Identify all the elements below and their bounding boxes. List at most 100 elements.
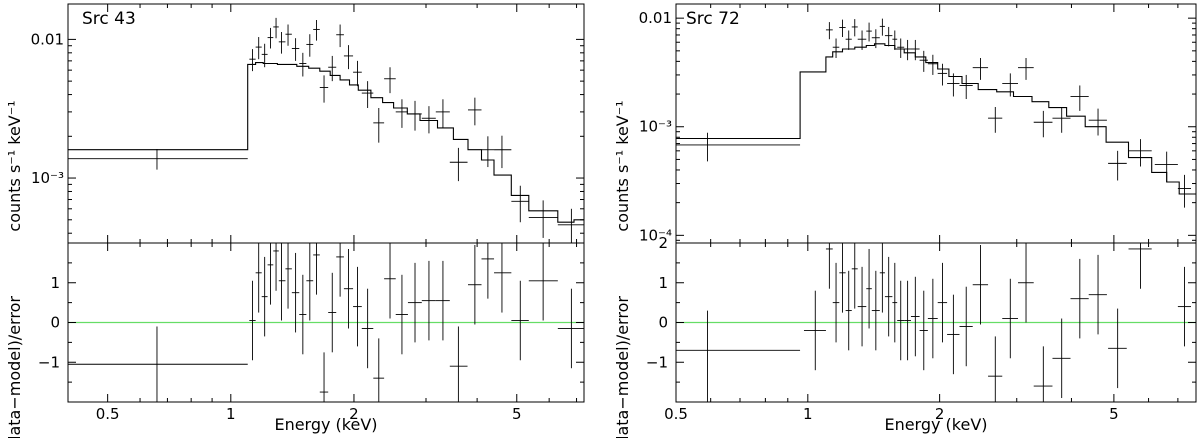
y-tick-label: 10⁻³ [31, 169, 64, 187]
spectrum-point [421, 106, 436, 134]
spectrum-point [1002, 73, 1019, 97]
residual-point [857, 266, 867, 347]
spectrum-point [319, 75, 329, 103]
y-tick-label: 0.01 [639, 9, 672, 27]
residual-point [884, 256, 893, 337]
spectrum-point [1052, 106, 1071, 133]
spectrum-point [919, 50, 928, 72]
spectrum-point [1108, 150, 1127, 181]
spectrum-point [285, 24, 292, 46]
residual-point [937, 262, 948, 343]
residual-point [1088, 254, 1107, 335]
spectrum-point [278, 32, 286, 54]
residual-point [528, 243, 558, 321]
spectrum-point [528, 200, 558, 238]
residual-point [832, 262, 840, 343]
spectrum-point [910, 39, 920, 61]
y-tick-label: 10⁻⁴ [639, 226, 672, 244]
spectrum-point [1177, 174, 1191, 208]
x-tick-label: 2 [935, 405, 945, 423]
spectrum-point [494, 135, 512, 169]
panel-title: Src 72 [686, 9, 740, 29]
spectrum-point [361, 81, 374, 109]
residual-point [68, 326, 248, 402]
x-axis-title: Energy (keV) [274, 415, 377, 434]
residual-point [1033, 346, 1053, 402]
y-tick-label: 0 [658, 314, 668, 332]
residual-point [1052, 318, 1071, 399]
top-plot-frame [675, 3, 1197, 244]
spectrum-point [468, 97, 482, 126]
residual-point [1018, 243, 1034, 323]
residual-point [494, 243, 512, 313]
spectrum-point [927, 54, 938, 75]
panel-src-72: Src 72 Energy (keV) counts s⁻¹ keV⁻¹ (da… [613, 3, 1197, 438]
spectrum-point [884, 26, 893, 47]
panel-src-43: Src 43 Energy (keV) counts s⁻¹ keV⁻¹ (da… [5, 3, 585, 438]
residual-point [919, 290, 928, 371]
spectrum-point [343, 45, 354, 70]
residual-point [328, 272, 337, 353]
spectrum-point [857, 30, 867, 50]
residual-point [557, 288, 584, 369]
spectrum-point [972, 57, 989, 80]
residual-point [839, 243, 846, 313]
x-tick-label: 0.5 [664, 405, 688, 423]
x-tick-label: 1 [226, 405, 236, 423]
top-y-axis-title: counts s⁻¹ keV⁻¹ [5, 100, 24, 231]
spectrum-point [291, 38, 300, 61]
residual-point [803, 290, 826, 371]
residual-point [395, 274, 408, 355]
residual-point [897, 280, 905, 361]
y-tick-label: 0 [50, 314, 60, 332]
residual-point [1070, 258, 1089, 339]
y-tick-label: −1 [38, 353, 60, 371]
residual-point [511, 280, 529, 361]
spectrum-point [871, 29, 880, 49]
top-plot-frame [67, 3, 585, 244]
spectrum-point [353, 60, 362, 87]
spectrum-point [897, 38, 905, 58]
spectrum-point [481, 136, 495, 168]
spectrum-point [449, 147, 468, 182]
spectrum-point [1018, 57, 1034, 80]
spectrum-point [336, 24, 344, 48]
spectrum-point [395, 99, 408, 128]
residual-point [361, 288, 374, 369]
spectrum-point [851, 19, 858, 37]
spectrum-points [676, 18, 1191, 208]
tick-marks [675, 4, 1196, 402]
residual-point [336, 243, 344, 297]
residual-point [373, 338, 385, 402]
y-tick-label: 1 [50, 274, 60, 292]
residual-point [904, 280, 911, 361]
x-tick-label: 0.5 [96, 405, 120, 423]
spectrum-point [313, 19, 320, 41]
residual-point [851, 243, 858, 309]
bottom-y-axis-title: (data−model)/error [5, 296, 24, 438]
spectrum-point [1128, 139, 1152, 167]
spectrum-points [68, 17, 584, 243]
spectrum-point [879, 18, 885, 36]
residual-point [435, 260, 450, 341]
residual-point [267, 243, 274, 305]
spectrum-point [273, 17, 279, 39]
spectrum-point [1033, 110, 1053, 138]
residual-point [825, 243, 833, 289]
spectrum-point [267, 27, 274, 49]
residual-point [845, 270, 852, 351]
y-tick-label: −1 [646, 353, 668, 371]
residual-point [343, 248, 354, 329]
residual-points [676, 243, 1191, 402]
residual-point [313, 243, 320, 295]
spectrum-point [937, 63, 948, 86]
x-tick-label: 1 [803, 405, 813, 423]
residual-point [299, 274, 307, 355]
residual-point [1177, 266, 1191, 347]
residual-point [278, 243, 286, 321]
residual-point [285, 243, 292, 309]
spectrum-point [988, 106, 1003, 133]
residual-point [319, 352, 329, 402]
spectrum-point [904, 39, 911, 61]
spectrum-point [407, 100, 422, 131]
